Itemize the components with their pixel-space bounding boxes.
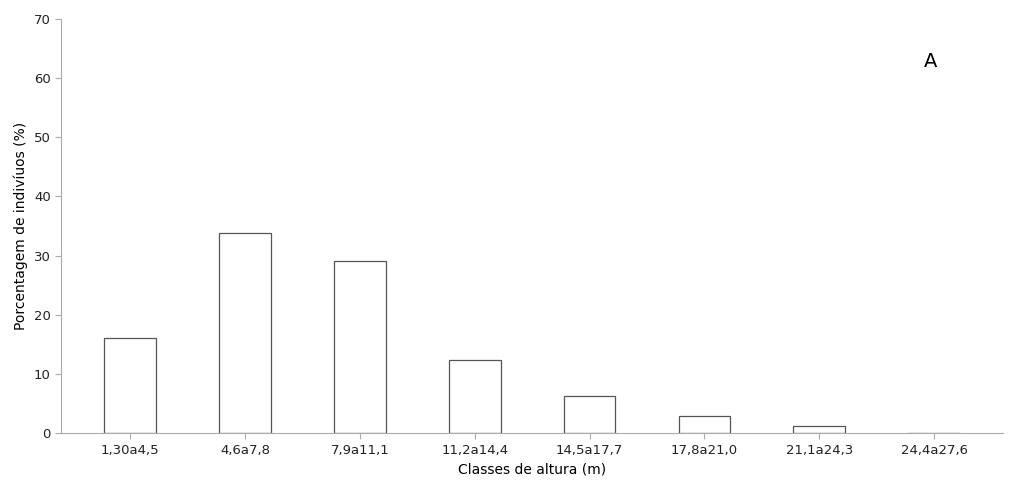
X-axis label: Classes de altura (m): Classes de altura (m) (458, 462, 606, 476)
Bar (678, 416, 730, 433)
Bar (105, 338, 156, 433)
Text: A: A (923, 52, 938, 71)
Bar (563, 396, 615, 433)
Y-axis label: Porcentagem de indivíuos (%): Porcentagem de indivíuos (%) (14, 122, 28, 330)
Bar (334, 261, 385, 433)
Bar (793, 426, 845, 433)
Bar (220, 233, 271, 433)
Bar (448, 360, 500, 433)
